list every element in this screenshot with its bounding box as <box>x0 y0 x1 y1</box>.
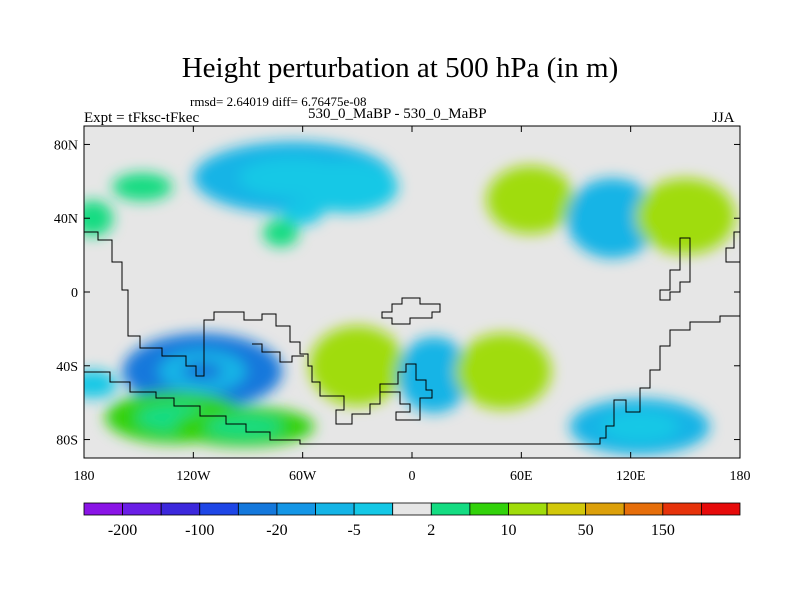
y-tick-label: 0 <box>71 286 78 301</box>
colorbar-swatch <box>701 502 741 516</box>
chart-title: Height perturbation at 500 hPa (in m) <box>181 52 619 84</box>
field-dateline-40n <box>84 200 114 237</box>
coastline-antarctic-edge <box>252 343 304 363</box>
stats-subtitle: rmsd= 2.64019 diff= 6.76475e-08 <box>190 94 367 109</box>
coastline <box>84 231 740 445</box>
colorbar-label: -100 <box>185 522 214 539</box>
colorbar-label: 50 <box>578 522 594 539</box>
y-tick-label: 40N <box>54 212 78 227</box>
x-tick-label: 180 <box>74 469 95 484</box>
axes: 180 120W 60W 0 60E 120E 180 80N 40N 0 40S 80S <box>54 126 751 484</box>
experiment-label: Expt = tFksc-tFkec <box>84 110 200 126</box>
x-tick-label: 180 <box>730 469 751 484</box>
x-tick-label: 60W <box>289 469 317 484</box>
colorbar-swatch <box>237 502 278 516</box>
colorbar-label: 10 <box>500 522 516 539</box>
field-core-s-atlantic-low <box>414 354 454 396</box>
field-north-atlantic-mid <box>298 160 399 213</box>
colorbar-swatch <box>469 502 509 516</box>
colorbar-swatch <box>662 502 702 516</box>
season-label: JJA <box>712 110 735 126</box>
y-tick-label: 80S <box>56 434 78 449</box>
colorbar-swatch <box>508 502 548 516</box>
colorbar-swatch <box>392 502 432 516</box>
colorbar-swatch <box>315 502 355 516</box>
colorbar-swatch <box>430 502 471 516</box>
contour-field <box>84 141 736 455</box>
colorbar: -200 -100 -20 -5 2 10 50 150 <box>83 502 741 539</box>
colorbar-label: -200 <box>108 522 137 539</box>
colorbar-swatch <box>585 502 625 516</box>
colorbar-swatch <box>199 502 239 516</box>
coastline-africa <box>381 297 441 325</box>
y-tick-label: 40S <box>56 360 78 375</box>
colorbar-label: -20 <box>266 522 287 539</box>
field-core-east-asia-high <box>657 195 713 238</box>
x-tick-label: 0 <box>409 469 416 484</box>
colorbar-swatch <box>160 502 201 516</box>
y-tick-label: 80N <box>54 138 78 153</box>
field-north-atlantic-west <box>282 200 323 225</box>
field-north-pacific-east <box>112 172 173 201</box>
colorbar-swatch <box>122 502 162 516</box>
colorbar-swatch <box>546 502 587 516</box>
field-peak-indian-ocean-high <box>491 361 516 381</box>
colorbar-label: -5 <box>347 522 360 539</box>
field-core-s-pacific-high-b <box>205 415 283 438</box>
colorbar-swatch <box>623 502 664 516</box>
colorbar-swatch <box>83 502 123 516</box>
field-core-central-asia-low <box>587 196 638 241</box>
x-tick-label: 60E <box>510 469 533 484</box>
field-southern-low-west <box>84 370 118 399</box>
x-tick-label: 120W <box>176 469 211 484</box>
colorbar-label: 150 <box>651 522 675 539</box>
field-nw-pacific-small <box>262 218 299 247</box>
colorbar-label: 2 <box>427 522 435 539</box>
field-peak-s-atlantic-high <box>345 355 370 376</box>
coastline-americas <box>84 231 433 425</box>
coastline-south-america-tip <box>84 315 740 445</box>
coastline-east <box>725 231 740 263</box>
field-core-indian-ocean-low <box>601 411 679 443</box>
colorbar-swatch <box>276 502 316 516</box>
coastline-asia <box>659 237 691 301</box>
field-peak-s-pacific-low <box>182 361 223 381</box>
x-tick-label: 120E <box>616 469 646 484</box>
colorbar-swatch <box>353 502 394 516</box>
field-core-eastern-europe-high <box>506 181 555 219</box>
field-blobs <box>84 141 736 455</box>
case-label: 530_0_MaBP - 530_0_MaBP <box>308 106 487 122</box>
